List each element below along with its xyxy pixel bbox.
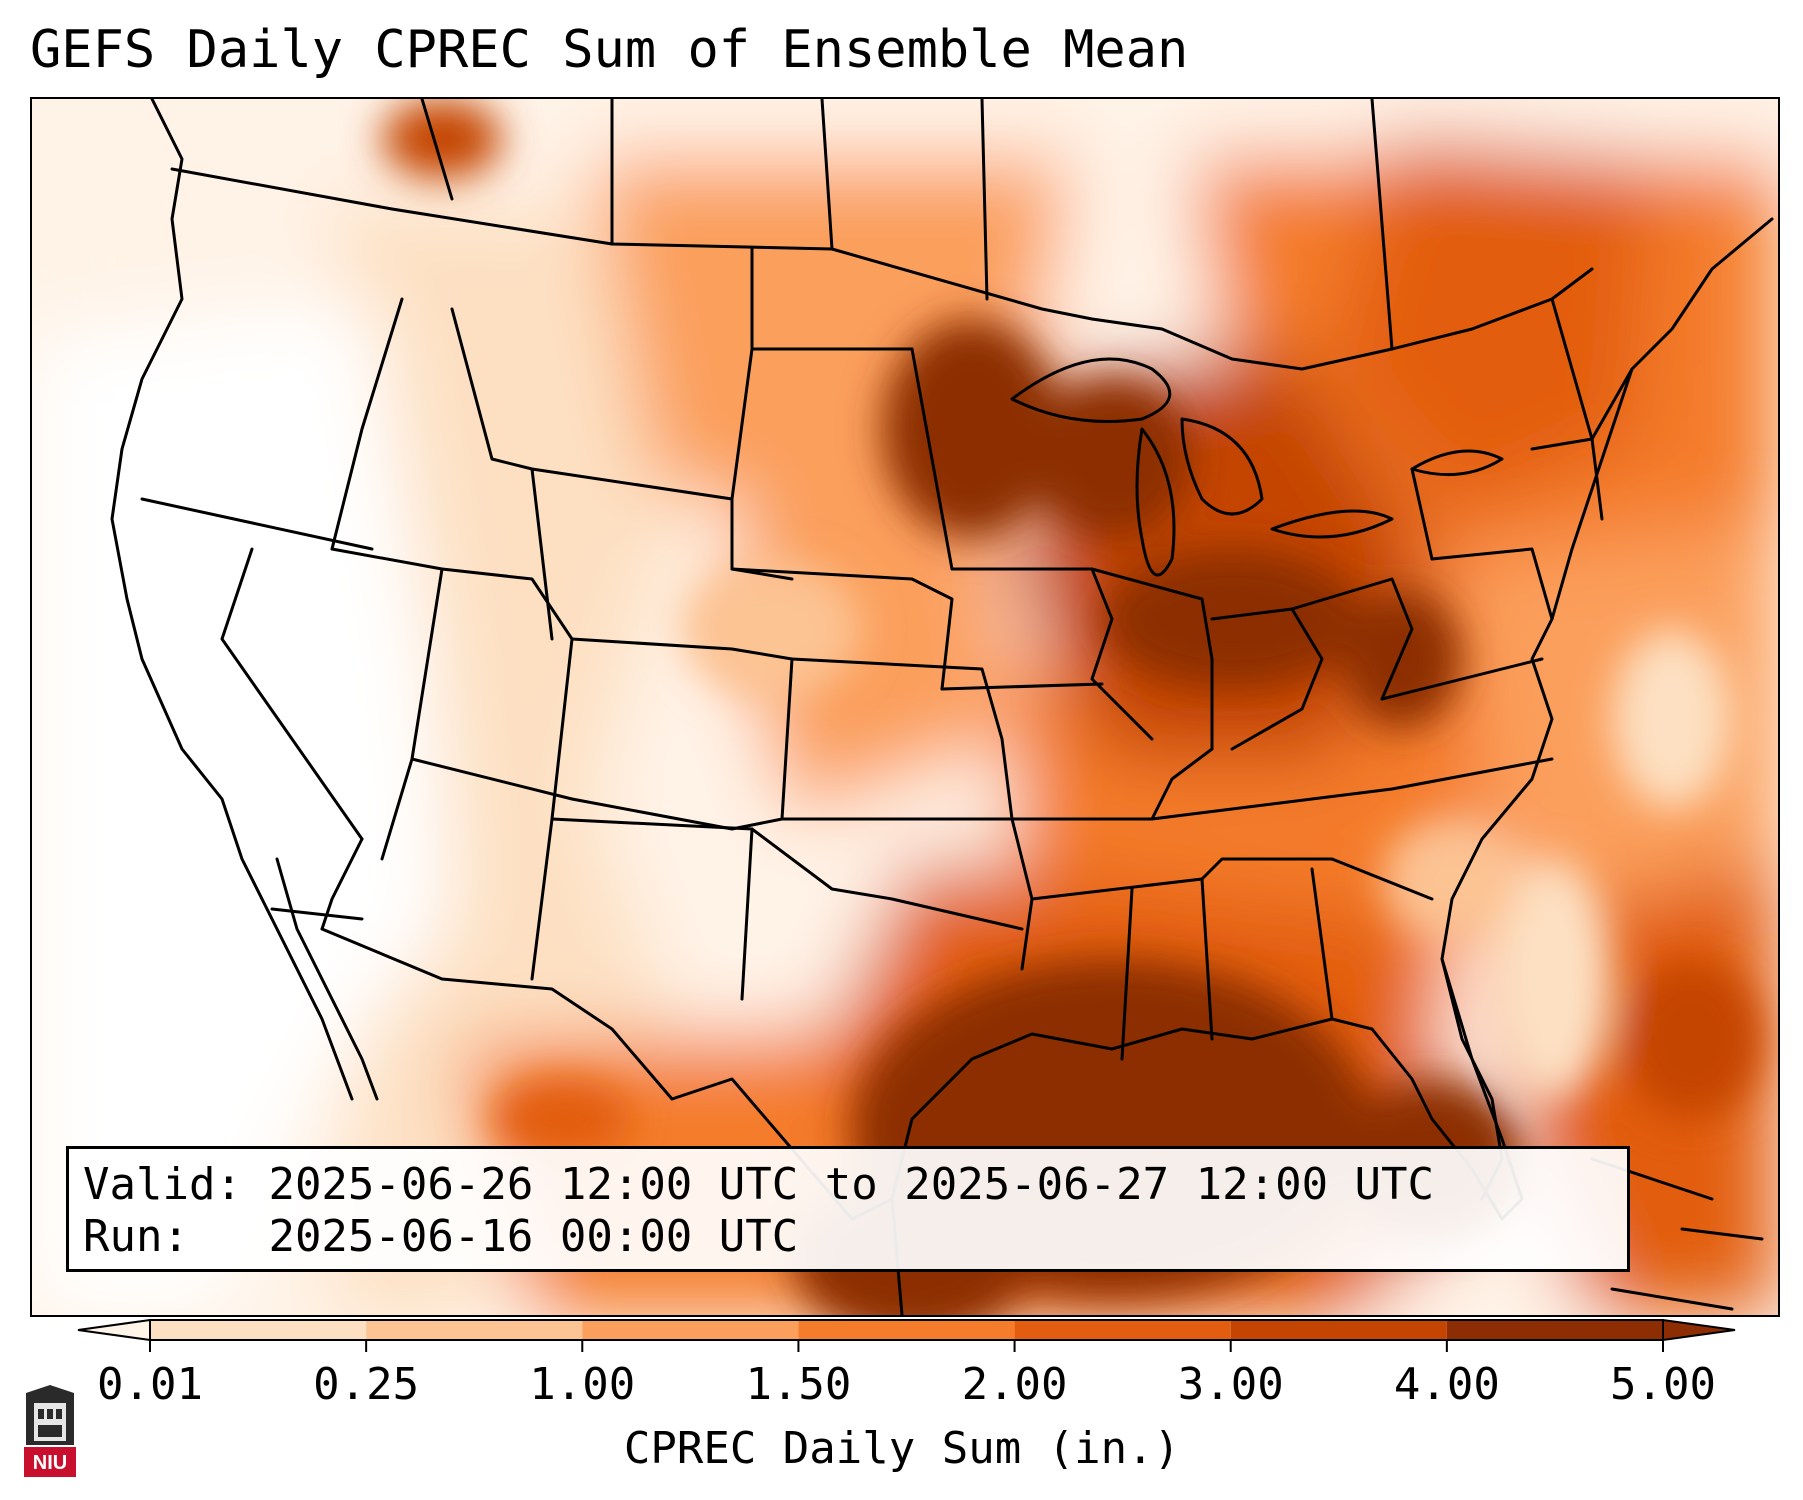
colorbar-tick-label: 5.00 bbox=[1610, 1359, 1716, 1410]
colorbar-label: CPREC Daily Sum (in.) bbox=[623, 1423, 1181, 1474]
colorbar-segment bbox=[582, 1320, 799, 1340]
colorbar-segment bbox=[366, 1320, 583, 1340]
map-boundaries bbox=[110, 99, 1774, 1315]
niu-logo-icon: NIU bbox=[24, 1385, 76, 1477]
map-title: GEFS Daily CPREC Sum of Ensemble Mean bbox=[30, 20, 1189, 80]
valid-value: 2025-06-26 12:00 UTC to 2025-06-27 12:00… bbox=[268, 1159, 1435, 1210]
colorbar-segment bbox=[1230, 1320, 1447, 1340]
colorbar-segment bbox=[150, 1320, 367, 1340]
svg-text:NIU: NIU bbox=[33, 1452, 67, 1474]
precipitation-map bbox=[30, 97, 1780, 1317]
valid-label: Valid: bbox=[83, 1159, 242, 1210]
valid-line: Valid: 2025-06-26 12:00 UTC to 2025-06-2… bbox=[83, 1159, 1613, 1211]
colorbar-segment bbox=[798, 1320, 1015, 1340]
colorbar-tick-label: 3.00 bbox=[1177, 1359, 1284, 1410]
colorbar-tick-label: 0.25 bbox=[313, 1359, 420, 1410]
run-label: Run: bbox=[83, 1211, 189, 1262]
colorbar bbox=[77, 1318, 1736, 1352]
colorbar-extend-max bbox=[1662, 1318, 1736, 1342]
colorbar-tick-label: 1.50 bbox=[745, 1359, 852, 1410]
precip-field bbox=[32, 99, 1778, 1315]
colorbar-segment bbox=[1446, 1320, 1663, 1340]
colorbar-extend-min bbox=[77, 1318, 151, 1342]
colorbar-segment bbox=[1014, 1320, 1231, 1340]
valid-run-info-box: Valid: 2025-06-26 12:00 UTC to 2025-06-2… bbox=[66, 1146, 1630, 1272]
colorbar-tick-label: 1.00 bbox=[529, 1359, 636, 1410]
colorbar-tick-label: 0.01 bbox=[97, 1359, 203, 1410]
run-value: 2025-06-16 00:00 UTC bbox=[268, 1211, 799, 1262]
colorbar-tick-label: 4.00 bbox=[1393, 1359, 1500, 1410]
colorbar-tick-label: 2.00 bbox=[961, 1359, 1068, 1410]
map-canvas bbox=[32, 99, 1778, 1315]
colorbar-outline bbox=[149, 1319, 1664, 1341]
run-line: Run: 2025-06-16 00:00 UTC bbox=[83, 1211, 1613, 1263]
